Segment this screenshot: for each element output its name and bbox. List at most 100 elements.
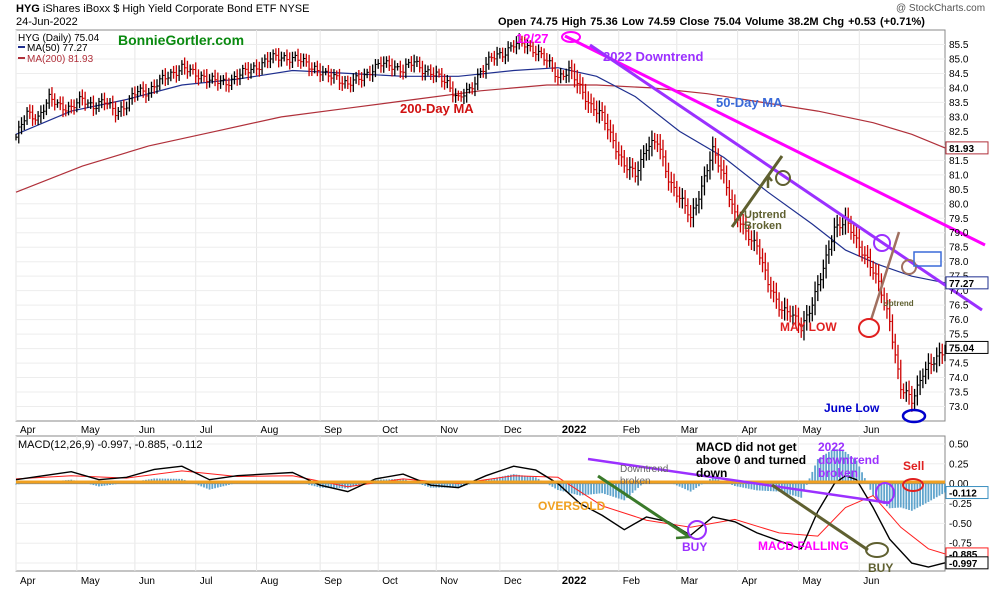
macd-falling-line-1 xyxy=(597,474,689,538)
oversold-label: OVERSOLD xyxy=(538,499,606,513)
macd-histogram-bar xyxy=(927,483,930,502)
macd-histogram-bar xyxy=(95,483,98,486)
macd-histogram-bar xyxy=(944,483,946,493)
macd-histogram-bar xyxy=(357,483,360,485)
price-legend-main: HYG (Daily) 75.04 xyxy=(18,33,100,44)
downtrend-line-upper xyxy=(564,34,986,247)
ma50-legend-label: MA(50) 77.27 xyxy=(27,43,88,54)
macd-histogram-bar xyxy=(346,483,349,489)
macd-layer xyxy=(15,448,946,568)
macd-histogram-bar xyxy=(686,483,689,491)
macd-histogram-bar xyxy=(590,483,592,495)
price-y-tick-label: 78.0 xyxy=(949,257,969,268)
macd-histogram-bar xyxy=(557,483,559,490)
macd-hist-value-label-box xyxy=(945,486,989,500)
macd-histogram-bar xyxy=(200,483,203,487)
macd-histogram-bar xyxy=(761,483,764,491)
macd-downtrend-label-1: Downtrend xyxy=(620,464,668,475)
macd-histogram-bar xyxy=(352,483,355,487)
macd-signal-value-label: -0.885 xyxy=(949,550,978,561)
macd-histogram-bar xyxy=(739,483,742,488)
buy-circle-1 xyxy=(687,520,707,540)
macd-histogram-bar xyxy=(587,483,590,495)
price-x-tick-label: May xyxy=(81,425,100,436)
macd-histogram-bar xyxy=(814,465,816,484)
macd-y-tick-label: -0.75 xyxy=(949,539,972,550)
june-low-label: June Low xyxy=(824,401,880,415)
macd-histogram-bar xyxy=(335,483,338,489)
ma50-value-label: 77.27 xyxy=(949,279,974,290)
macd-hist-value-label: -0.112 xyxy=(949,489,977,500)
macd-x-tick-label: Jul xyxy=(200,576,213,587)
price-x-tick-label: Apr xyxy=(20,425,36,436)
price-y-tick-label: 82.5 xyxy=(949,127,969,138)
macd-histogram-bar xyxy=(504,475,507,484)
price-y-tick-label: 73.0 xyxy=(949,402,969,413)
macd-y-tick-label: -0.50 xyxy=(949,519,972,530)
macd-histogram-bar xyxy=(554,483,557,489)
macd-value-label-box xyxy=(945,556,989,570)
macd-histogram-bar xyxy=(216,483,219,488)
macd-x-tick-label: Apr xyxy=(20,576,36,587)
buy-circle-2 xyxy=(865,542,889,558)
last-close-value-label-box xyxy=(945,340,989,354)
macd-histogram-bar xyxy=(698,483,700,487)
macd-note-line-1: MACD did not get xyxy=(696,440,797,454)
macd-histogram-bar xyxy=(570,483,573,494)
macd-histogram-bar xyxy=(756,483,758,491)
macd-x-tick-label: Oct xyxy=(382,576,398,587)
macd-histogram-bar xyxy=(750,483,753,490)
macd-histogram-bar xyxy=(850,456,852,484)
macd-histogram-bar xyxy=(872,483,875,496)
macd-histogram-bar xyxy=(595,483,598,494)
price-x-tick-label: Sep xyxy=(324,425,342,436)
macd-histogram-bar xyxy=(830,450,833,484)
macd-histogram-bar xyxy=(559,483,562,491)
macd-x-tick-label: Jun xyxy=(139,576,155,587)
macd-histogram-bar xyxy=(573,483,576,495)
macd-x-tick-label: Dec xyxy=(504,576,522,587)
macd-histogram-bar xyxy=(219,483,222,487)
peak-date-label: 12/27 xyxy=(516,31,549,46)
uptrend-broken-label-2: Broken xyxy=(744,220,782,232)
macd-histogram-bar xyxy=(518,474,521,484)
macd-histogram-bar xyxy=(324,483,327,488)
macd-histogram-bar xyxy=(941,483,944,495)
macd-histogram-bar xyxy=(822,455,825,484)
macd-histogram-bar xyxy=(628,483,631,496)
macd-histogram-bar xyxy=(615,483,617,498)
macd-histogram-bar xyxy=(562,483,565,492)
site-label: BonnieGortler.com xyxy=(118,32,244,48)
macd-histogram-bar xyxy=(841,451,844,484)
macd-histogram-bar xyxy=(211,483,214,489)
price-x-tick-label: Apr xyxy=(742,425,758,436)
macd-histogram-bar xyxy=(905,483,908,510)
macd-histogram-bar xyxy=(913,483,916,510)
chart-header-title: HYG iShares iBoxx $ High Yield Corporate… xyxy=(16,3,310,15)
macd-y-tick-label: -0.25 xyxy=(949,499,972,510)
macd-histogram-bar xyxy=(924,483,927,504)
macd-histogram-bar xyxy=(736,483,739,487)
macd-legend: MACD(12,26,9) -0.997, -0.885, -0.112 xyxy=(18,439,202,451)
macd-histogram-bar xyxy=(230,483,233,485)
macd-histogram-bar xyxy=(203,483,205,488)
macd-histogram-bar xyxy=(421,483,424,485)
macd-histogram-bar xyxy=(225,483,228,486)
price-y-tick-label: 84.0 xyxy=(949,83,969,94)
macd-histogram-bar xyxy=(921,483,924,505)
ma200-annotation: 200-Day MA xyxy=(400,101,474,116)
price-x-tick-label: Jul xyxy=(200,425,213,436)
macd-signal-line xyxy=(15,470,946,555)
macd-histogram-bar xyxy=(338,483,341,489)
downtrend-line-lower xyxy=(589,43,983,312)
macd-histogram-bar xyxy=(894,483,897,508)
price-x-tick-label: Feb xyxy=(623,425,641,436)
macd-histogram-bar xyxy=(852,458,855,484)
macd-value-label: -0.997 xyxy=(949,559,978,570)
macd-histogram-bar xyxy=(523,475,526,484)
exchange-name: NYSE xyxy=(279,3,310,15)
macd-histogram-bar xyxy=(515,474,518,484)
macd-histogram-bar xyxy=(565,483,568,493)
macd-break-circle xyxy=(875,482,895,504)
macd-histogram-bar xyxy=(833,448,836,484)
